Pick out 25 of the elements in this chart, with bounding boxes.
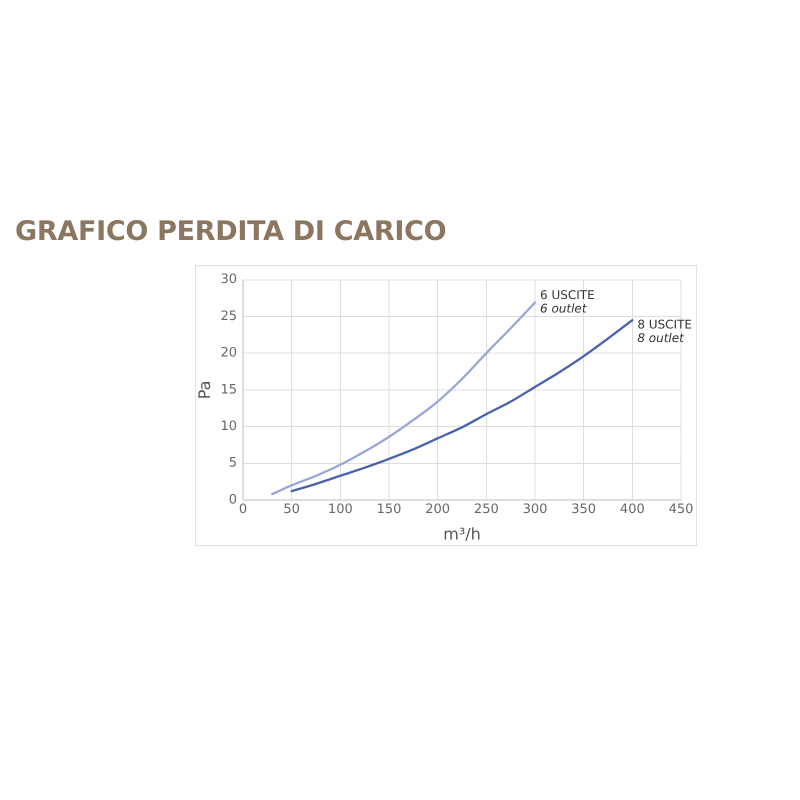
line-series bbox=[290, 319, 634, 492]
y-tick-label: 20 bbox=[220, 346, 237, 361]
frame-outline: m³/h Pa 0 50 100 150 200 250 300 350 400 450 0 5 10 15 20 25 30 6 USCITE 6 outlet 8 USCITE 8 outlet bbox=[195, 265, 697, 546]
x-tick-label: 400 bbox=[620, 502, 645, 518]
y-tick-label: 25 bbox=[220, 308, 237, 324]
x-tick-label: 50 bbox=[283, 502, 300, 518]
y-axis-title: Pa bbox=[194, 380, 214, 400]
x-tick-label: 150 bbox=[376, 502, 402, 518]
x-tick-label: 450 bbox=[668, 502, 694, 518]
y-tick-label: 0 bbox=[228, 492, 237, 508]
y-tick-label: 5 bbox=[228, 456, 237, 471]
series-label: 6 USCITE 6 outlet bbox=[540, 288, 595, 316]
x-tick-label: 250 bbox=[474, 502, 499, 518]
chart-title: GRAFICO PERDITA DI CARICO bbox=[15, 216, 446, 247]
series-label: 8 USCITE 8 outlet bbox=[637, 318, 692, 346]
x-tick-label: 300 bbox=[522, 502, 548, 518]
y-tick-label: 10 bbox=[220, 418, 237, 434]
x-tick-label: 100 bbox=[328, 502, 353, 518]
y-tick-label: 15 bbox=[220, 382, 237, 398]
x-tick-label: 350 bbox=[571, 502, 596, 518]
x-tick-label: 200 bbox=[425, 502, 450, 518]
x-tick-label: 0 bbox=[238, 502, 248, 518]
line-series bbox=[271, 301, 536, 496]
y-tick-label: 30 bbox=[220, 272, 237, 288]
x-axis-title: m³/h bbox=[443, 524, 481, 544]
